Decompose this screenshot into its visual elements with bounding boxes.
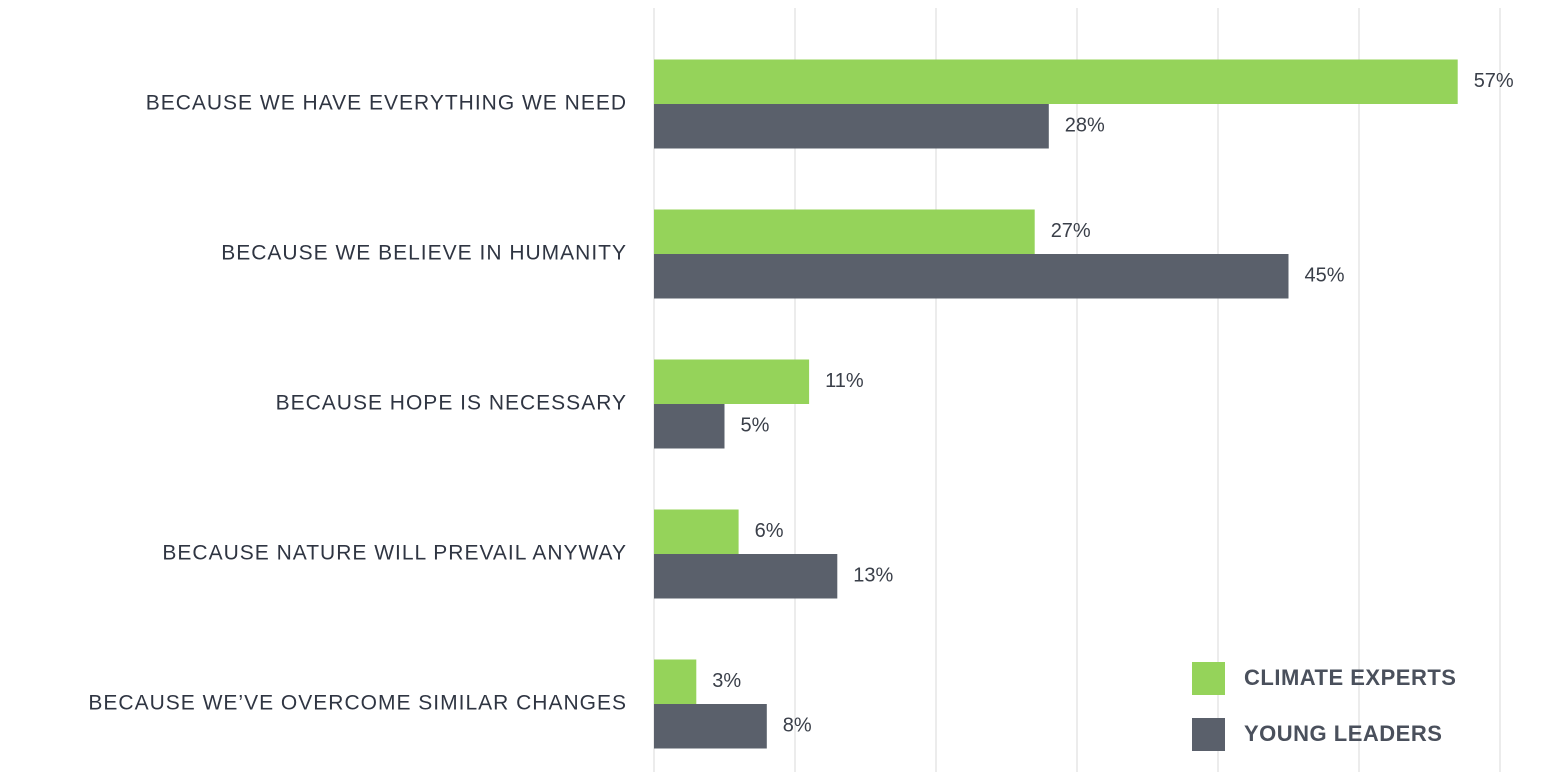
value-label: 57% bbox=[1474, 70, 1514, 92]
bar bbox=[654, 659, 697, 704]
bar bbox=[654, 554, 838, 599]
category-label: BECAUSE WE BELIEVE IN HUMANITY bbox=[221, 242, 627, 265]
category-label: BECAUSE HOPE IS NECESSARY bbox=[276, 392, 627, 415]
value-label: 3% bbox=[712, 670, 741, 692]
legend-swatch bbox=[1192, 662, 1225, 695]
value-label: 28% bbox=[1065, 115, 1105, 137]
category-label: BECAUSE NATURE WILL PREVAIL ANYWAY bbox=[162, 542, 627, 565]
value-label: 6% bbox=[755, 520, 784, 542]
bar bbox=[654, 359, 810, 404]
category-label: BECAUSE WE’VE OVERCOME SIMILAR CHANGES bbox=[88, 692, 627, 715]
value-label: 13% bbox=[853, 565, 893, 587]
bar bbox=[654, 254, 1289, 299]
bar bbox=[654, 509, 739, 554]
bar bbox=[654, 104, 1049, 149]
value-label: 5% bbox=[741, 415, 770, 437]
legend-swatch bbox=[1192, 718, 1225, 751]
bar bbox=[654, 704, 767, 749]
legend-label: CLIMATE EXPERTS bbox=[1244, 665, 1456, 690]
bar bbox=[654, 209, 1035, 254]
legend-label: YOUNG LEADERS bbox=[1244, 721, 1442, 746]
bar bbox=[654, 59, 1458, 104]
bar bbox=[654, 404, 725, 449]
category-label: BECAUSE WE HAVE EVERYTHING WE NEED bbox=[146, 92, 627, 115]
value-label: 45% bbox=[1305, 265, 1345, 287]
value-label: 8% bbox=[783, 715, 812, 737]
value-label: 27% bbox=[1051, 220, 1091, 242]
value-label: 11% bbox=[825, 370, 864, 392]
